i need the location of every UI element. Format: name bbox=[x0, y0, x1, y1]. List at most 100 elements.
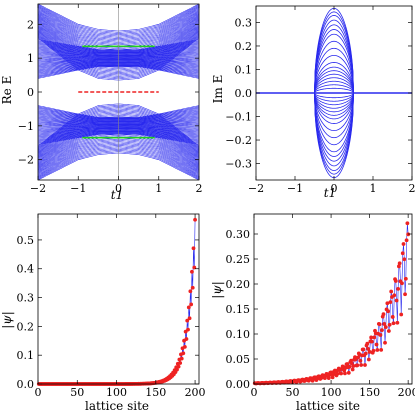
psi-2-point bbox=[363, 363, 367, 367]
psi-2-ytick-label: 0.00 bbox=[226, 378, 251, 391]
psi-1-point bbox=[191, 246, 196, 251]
psi-2-point bbox=[372, 335, 377, 340]
im-e-ylabel: Im E bbox=[211, 75, 225, 104]
psi-oscillating-ylabel: |ψ| bbox=[210, 281, 224, 299]
re-e-ylabel: Re E bbox=[0, 76, 14, 105]
panel-psi-edge: 0 50 100 150 200 0.0 0.1 0.2 0.3 0.4 0.5 |ψ| latti… bbox=[0, 213, 206, 413]
psi-2-point bbox=[359, 363, 364, 367]
psi-2-point bbox=[339, 371, 343, 376]
psi-2-point bbox=[404, 238, 409, 243]
psi-2-point bbox=[326, 376, 331, 380]
psi-2-point bbox=[397, 264, 401, 269]
panel-psi-oscillating: 0 50 100 150 200 0.00 0.05 0.10 0.15 0.20 0.25 0.30… bbox=[210, 213, 415, 413]
psi-2-point bbox=[335, 371, 340, 376]
psi-1-point bbox=[186, 327, 190, 332]
psi-1-point bbox=[175, 367, 179, 372]
psi-1-point bbox=[190, 269, 194, 274]
psi-2-point bbox=[346, 370, 351, 375]
psi-2-ytick-label: 0.05 bbox=[226, 353, 251, 366]
psi-2-point bbox=[390, 315, 395, 319]
psi-2-point bbox=[330, 375, 335, 380]
re-e-ytick-label: 2 bbox=[27, 18, 34, 31]
psi-edge-plot-area bbox=[36, 217, 197, 386]
psi-1-xtick-label: 0 bbox=[35, 386, 42, 399]
psi-1-xtick-label: 100 bbox=[106, 386, 127, 399]
psi-1-point bbox=[187, 316, 192, 321]
psi-2-point bbox=[386, 329, 391, 333]
psi-2-ytick-label: 0.25 bbox=[226, 253, 251, 266]
psi-1-xtick-label: 150 bbox=[145, 386, 166, 399]
psi-2-ytick-label: 0.20 bbox=[226, 278, 251, 291]
psi-2-point bbox=[397, 261, 402, 266]
psi-1-point bbox=[188, 289, 193, 294]
psi-1-point bbox=[178, 361, 183, 365]
im-e-ytick-label: 0.3 bbox=[235, 16, 253, 29]
psi-2-point bbox=[350, 367, 355, 372]
psi-2-point bbox=[375, 348, 380, 352]
psi-2-point bbox=[405, 221, 410, 226]
psi-2-point bbox=[394, 298, 399, 303]
psi-1-point bbox=[179, 356, 184, 361]
panel-re-e: −2 −1 0 1 2 −2 −1 0 1 2 Re E t1 bbox=[0, 3, 203, 202]
psi-1-point bbox=[190, 285, 195, 290]
psi-oscillating-plot-area bbox=[252, 221, 411, 386]
psi-1-ytick-label: 0.3 bbox=[17, 292, 35, 305]
im-e-ytick-label: 0.1 bbox=[235, 63, 253, 76]
psi-2-point bbox=[374, 342, 379, 347]
psi-2-point bbox=[356, 355, 360, 360]
psi-1-point bbox=[189, 302, 194, 307]
psi-2-point bbox=[345, 362, 350, 366]
psi-1-xtick-label: 200 bbox=[185, 386, 206, 399]
psi-1-point bbox=[186, 305, 191, 310]
psi-oscillating-xlabel: lattice site bbox=[296, 399, 360, 413]
re-e-xtick-label: −1 bbox=[70, 182, 86, 195]
psi-2-point bbox=[385, 301, 390, 306]
im-e-xtick-label: 1 bbox=[370, 182, 377, 195]
psi-2-point bbox=[389, 289, 394, 294]
psi-2-point bbox=[399, 312, 404, 317]
psi-2-xtick-label: 0 bbox=[251, 386, 258, 399]
psi-1-xtick-label: 50 bbox=[70, 386, 84, 399]
psi-2-point bbox=[393, 279, 398, 283]
im-e-axes: −2 −1 0 1 2 −0.3 −0.2 −0.1 0.0 0.1 0.2 0.3 bbox=[225, 5, 415, 195]
psi-1-ytick-label: 0.4 bbox=[17, 263, 35, 276]
psi-2-point bbox=[347, 364, 352, 369]
psi-2-point bbox=[391, 321, 396, 326]
psi-2-point bbox=[366, 357, 371, 362]
re-e-xlabel: t1 bbox=[111, 188, 123, 202]
psi-1-point bbox=[181, 351, 186, 356]
psi-2-point bbox=[371, 348, 376, 353]
psi-2-ytick-label: 0.15 bbox=[226, 303, 251, 316]
re-e-axes: −2 −1 0 1 2 −2 −1 0 1 2 bbox=[18, 3, 203, 195]
im-e-xtick-label: −2 bbox=[248, 182, 264, 195]
psi-1-point bbox=[176, 364, 181, 369]
psi-1-ytick-label: 0.2 bbox=[17, 320, 35, 333]
psi-2-point bbox=[387, 322, 392, 327]
re-e-ytick-label: −1 bbox=[18, 120, 34, 133]
psi-2-point bbox=[379, 347, 384, 352]
psi-2-point bbox=[401, 242, 406, 246]
psi-2-point bbox=[403, 276, 408, 281]
psi-2-point bbox=[383, 340, 387, 345]
psi-2-point bbox=[369, 335, 374, 340]
psi-2-point bbox=[370, 339, 374, 344]
psi-2-point bbox=[388, 300, 393, 305]
re-e-xtick-label: 2 bbox=[196, 182, 203, 195]
psi-2-point bbox=[383, 325, 388, 330]
re-e-ytick-label: −2 bbox=[18, 154, 34, 167]
psi-2-point bbox=[395, 320, 400, 325]
psi-2-point bbox=[396, 286, 401, 291]
re-e-xtick-label: 0 bbox=[115, 182, 122, 195]
psi-2-point bbox=[403, 292, 407, 297]
psi-edge-ylabel: |ψ| bbox=[0, 311, 14, 329]
psi-2-xtick-label: 150 bbox=[359, 386, 380, 399]
re-e-ytick-label: 1 bbox=[27, 52, 34, 65]
psi-2-point bbox=[365, 341, 370, 346]
psi-2-point bbox=[361, 347, 366, 352]
psi-2-point bbox=[382, 322, 387, 326]
im-e-ytick-label: −0.3 bbox=[225, 158, 252, 171]
psi-2-point bbox=[355, 363, 360, 368]
psi-1-frame bbox=[37, 213, 200, 385]
im-e-xtick-label: 0 bbox=[331, 182, 338, 195]
